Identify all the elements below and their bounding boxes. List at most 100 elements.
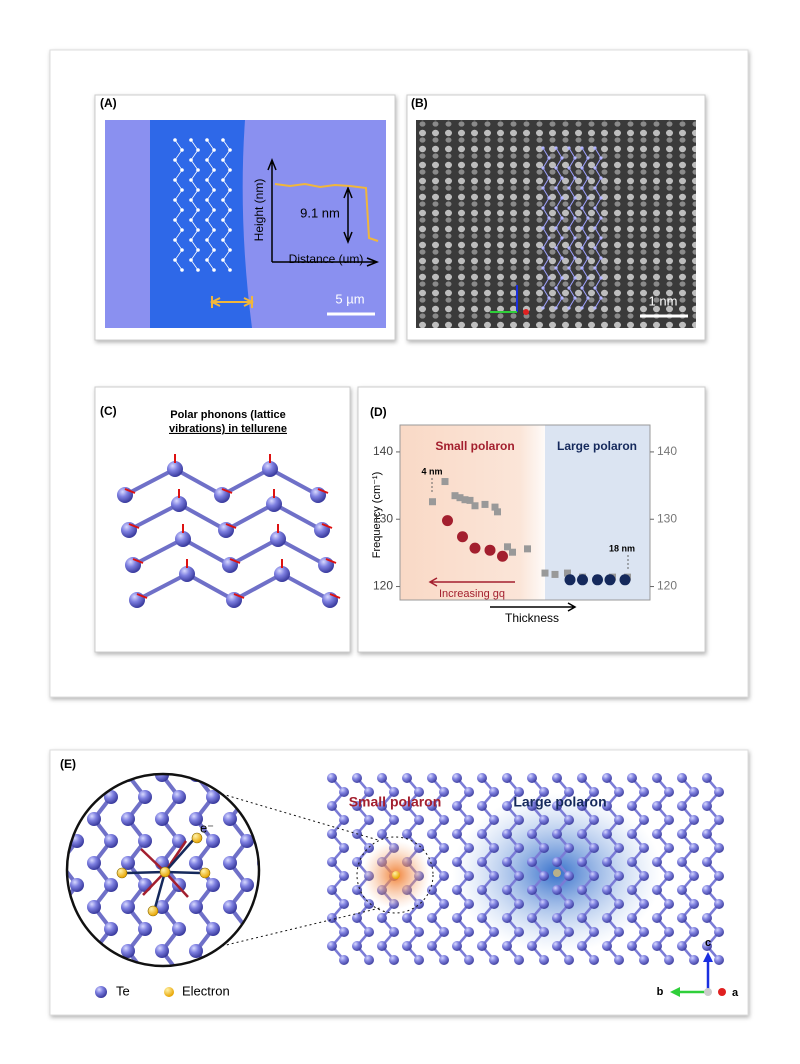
bond <box>581 147 589 159</box>
bond <box>594 257 602 269</box>
point <box>484 544 496 556</box>
bond <box>174 249 183 261</box>
atom <box>702 885 712 895</box>
atom <box>652 829 662 839</box>
atom <box>539 955 549 965</box>
bond <box>174 149 183 161</box>
bond <box>174 139 183 151</box>
bond <box>594 277 602 289</box>
atom <box>477 913 487 923</box>
bond <box>581 297 589 309</box>
atom <box>171 496 187 512</box>
atom <box>339 843 349 853</box>
atom <box>489 843 499 853</box>
atom <box>652 941 662 951</box>
atom <box>689 787 699 797</box>
bond <box>594 207 602 219</box>
atom <box>138 922 152 936</box>
phonon <box>321 523 333 529</box>
annotation: Large polaron <box>513 794 606 810</box>
atom <box>402 913 412 923</box>
bond <box>190 209 199 221</box>
atom <box>489 899 499 909</box>
panel-b-lattice <box>541 146 603 310</box>
y2-tick-label: 120 <box>657 579 677 593</box>
bond <box>222 219 231 231</box>
y2-tick-label: 130 <box>657 511 677 525</box>
atom <box>639 843 649 853</box>
force-arrow <box>164 870 201 875</box>
atom <box>702 773 712 783</box>
atom <box>627 857 637 867</box>
phonon <box>136 593 148 599</box>
atom <box>402 829 412 839</box>
atom <box>564 815 574 825</box>
electron <box>199 867 211 879</box>
bond <box>581 207 589 219</box>
bond <box>206 199 215 211</box>
atom <box>427 801 437 811</box>
phonon <box>229 558 241 564</box>
bond <box>222 179 231 191</box>
point <box>497 550 508 562</box>
bond <box>542 227 550 239</box>
bond <box>206 219 215 231</box>
phonon <box>233 593 245 599</box>
bond <box>229 537 279 567</box>
y-tick-label: 130 <box>373 511 393 525</box>
atom <box>664 815 674 825</box>
atom <box>377 801 387 811</box>
atom <box>240 834 254 848</box>
force-arrow <box>124 870 166 875</box>
bond <box>568 297 576 309</box>
atom <box>514 843 524 853</box>
bond <box>594 217 602 229</box>
bond <box>542 287 550 299</box>
atom <box>402 801 412 811</box>
atom <box>614 899 624 909</box>
bond <box>568 247 576 259</box>
atom <box>439 815 449 825</box>
atom <box>327 829 337 839</box>
bond <box>594 227 602 239</box>
atom <box>452 913 462 923</box>
atom <box>527 885 537 895</box>
bond <box>555 267 563 279</box>
atom <box>614 843 624 853</box>
point <box>509 548 516 556</box>
bond <box>190 149 199 161</box>
bond <box>222 209 231 221</box>
atom <box>352 801 362 811</box>
atom <box>196 268 200 272</box>
atom <box>189 812 203 826</box>
atom <box>138 878 152 892</box>
atom <box>564 843 574 853</box>
bond <box>132 537 184 567</box>
bond <box>581 287 589 299</box>
atom <box>689 899 699 909</box>
bond <box>206 169 215 181</box>
atom <box>714 899 724 909</box>
atom <box>702 829 712 839</box>
atom <box>274 566 290 582</box>
atom <box>639 871 649 881</box>
atom <box>664 871 674 881</box>
atom <box>364 899 374 909</box>
atom <box>652 913 662 923</box>
atom <box>514 815 524 825</box>
atom <box>577 913 587 923</box>
atom <box>155 812 169 826</box>
axis-label: Frequency (cm⁻¹) <box>371 472 383 559</box>
atom <box>489 787 499 797</box>
bond <box>174 467 223 497</box>
atom <box>172 878 186 892</box>
panel-title: Polar phonons (lattice <box>170 409 286 421</box>
atom <box>627 773 637 783</box>
atom <box>364 927 374 937</box>
bond <box>222 259 231 271</box>
atom <box>714 871 724 881</box>
atom <box>577 773 587 783</box>
atom <box>339 815 349 825</box>
atom <box>580 306 584 310</box>
atom <box>589 871 599 881</box>
